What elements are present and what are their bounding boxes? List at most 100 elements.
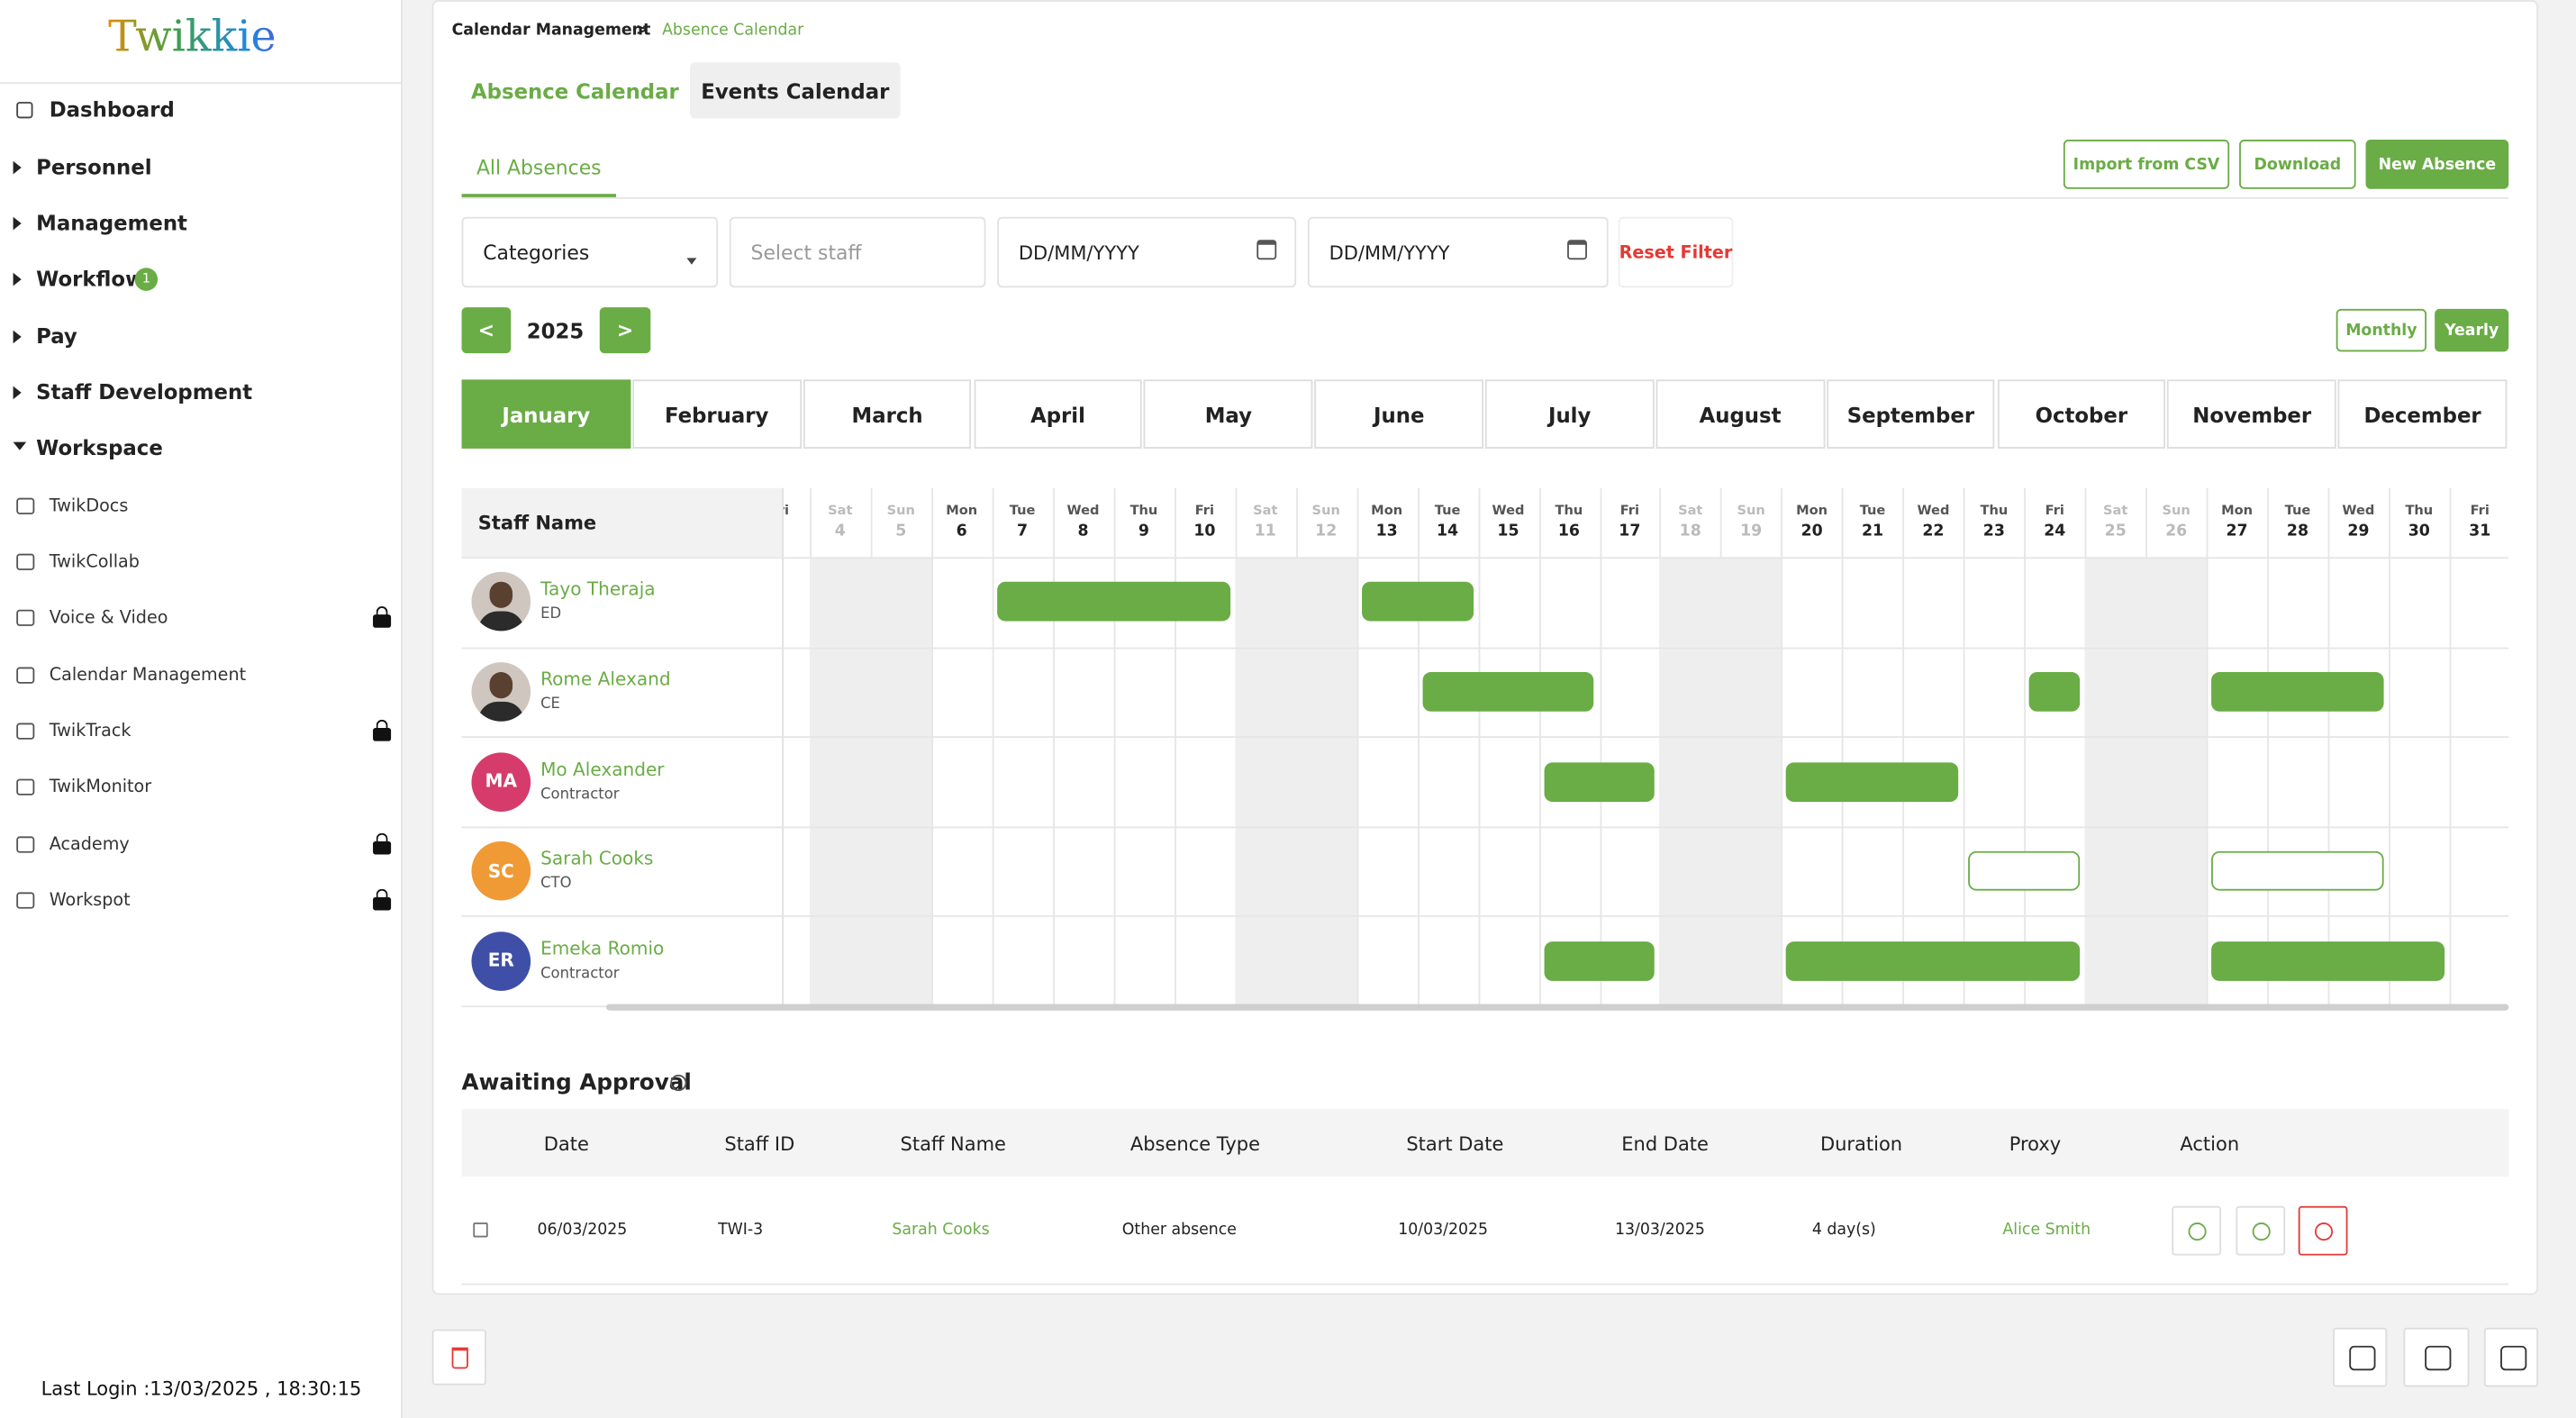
absence-bar[interactable] xyxy=(1421,671,1595,712)
cell: 10/03/2025 xyxy=(1398,1221,1489,1240)
absence-bar[interactable] xyxy=(2211,671,2384,712)
scrollbar[interactable] xyxy=(606,1004,2509,1011)
tab[interactable]: Events Calendar xyxy=(690,62,901,119)
nav-item[interactable]: Pay xyxy=(36,323,77,349)
day-dow: Sun xyxy=(2162,503,2191,518)
month-tab[interactable]: September xyxy=(1826,379,1996,449)
subtab[interactable]: All Absences xyxy=(476,156,602,179)
workspace-item[interactable]: Calendar Management xyxy=(49,665,247,686)
month-tab[interactable]: August xyxy=(1655,379,1825,449)
day-number: 7 xyxy=(1017,523,1029,541)
reset-filter[interactable]: Reset Filter xyxy=(1618,216,1734,288)
avatar: ER xyxy=(471,931,531,991)
day-number: 10 xyxy=(1193,523,1216,541)
absence-bar[interactable] xyxy=(996,582,1230,623)
month-tab[interactable]: January xyxy=(461,379,631,449)
workspace-item[interactable]: Workspot xyxy=(49,890,131,911)
absence-bar[interactable] xyxy=(1543,761,1655,802)
month-tab[interactable]: June xyxy=(1314,379,1484,449)
month-tab[interactable]: April xyxy=(973,379,1143,449)
nav-item[interactable]: Workflow xyxy=(36,266,145,291)
table-header-bg xyxy=(461,1109,2509,1177)
avatar-head xyxy=(489,671,513,698)
filter[interactable]: Select staff xyxy=(729,216,986,288)
absence-bar[interactable] xyxy=(1361,582,1474,623)
workspace-item[interactable]: TwikMonitor xyxy=(49,777,152,797)
filter[interactable]: DD/MM/YYYY xyxy=(997,216,1297,288)
absence-bar[interactable] xyxy=(2029,671,2081,712)
icon xyxy=(2314,1223,2334,1241)
nav-item[interactable]: Personnel xyxy=(36,154,152,179)
view-toggle[interactable]: Monthly xyxy=(2336,308,2427,352)
filter[interactable]: DD/MM/YYYY xyxy=(1307,216,1609,288)
nav-icon xyxy=(16,102,33,119)
staff-name[interactable]: Rome Alexand xyxy=(540,668,671,690)
staff-name[interactable]: Sarah Cooks xyxy=(540,848,654,870)
nav-item[interactable]: Staff Development xyxy=(36,379,253,404)
nav-item[interactable]: Workspace xyxy=(36,435,163,460)
month-tab[interactable]: December xyxy=(2337,379,2508,449)
day-dow: Sun xyxy=(1737,503,1765,518)
action-icon-button[interactable] xyxy=(2172,1205,2222,1256)
absence-bar[interactable] xyxy=(2211,941,2445,981)
filter-text: DD/MM/YYYY xyxy=(1329,241,1450,265)
tool-button[interactable] xyxy=(2333,1327,2388,1387)
delete-button[interactable] xyxy=(431,1329,486,1386)
action-button[interactable]: Import from CSV xyxy=(2063,140,2230,189)
action-icon-button[interactable] xyxy=(2236,1205,2286,1256)
day-dow: Wed xyxy=(1066,503,1100,518)
absence-bar[interactable] xyxy=(1786,761,1959,802)
action-icon-button[interactable] xyxy=(2298,1205,2348,1256)
day-dow: Mon xyxy=(2221,503,2254,518)
tool-button[interactable] xyxy=(2403,1327,2470,1387)
workspace-item[interactable]: Voice & Video xyxy=(49,607,168,628)
calendar-icon xyxy=(1256,240,1277,260)
day-number: 29 xyxy=(2347,523,2370,541)
day-dow: Thu xyxy=(1555,503,1583,518)
breadcrumb[interactable]: Calendar Management xyxy=(451,21,651,40)
action-button[interactable]: Download xyxy=(2239,140,2356,189)
column-header: Action xyxy=(2180,1132,2240,1156)
nav-item[interactable]: Management xyxy=(36,210,187,235)
lock-body xyxy=(373,614,392,628)
workspace-item[interactable]: Academy xyxy=(49,834,130,855)
staff-name[interactable]: Mo Alexander xyxy=(540,758,665,780)
day-number: 15 xyxy=(1497,523,1519,541)
month-tab[interactable]: October xyxy=(1997,379,2166,449)
absence-bar[interactable] xyxy=(1543,941,1655,981)
tab[interactable]: Absence Calendar xyxy=(471,77,679,103)
tool-button[interactable] xyxy=(2483,1327,2539,1387)
weekend-shade xyxy=(2085,557,2146,1006)
view-toggle[interactable]: Yearly xyxy=(2435,308,2509,352)
staff-header: Staff Name xyxy=(477,511,597,534)
staff-name[interactable]: Tayo Theraja xyxy=(540,578,656,601)
next-year[interactable]: > xyxy=(599,307,651,354)
workspace-item[interactable]: TwikCollab xyxy=(49,551,140,572)
calendar-icon xyxy=(1567,240,1587,260)
absence-bar[interactable] xyxy=(1786,941,2081,981)
badge: 1 xyxy=(134,268,159,291)
day-number: 3 xyxy=(784,519,810,545)
month-tab[interactable]: July xyxy=(1484,379,1655,449)
nav-item[interactable]: Dashboard xyxy=(49,96,175,122)
lock-body xyxy=(373,841,392,855)
filter[interactable]: Categories xyxy=(461,216,719,288)
workspace-item[interactable]: TwikTrack xyxy=(49,721,132,741)
month-tab[interactable]: May xyxy=(1144,379,1313,449)
absence-bar[interactable] xyxy=(1968,850,2081,891)
prev-year[interactable]: < xyxy=(461,307,512,354)
logo: Twikkie xyxy=(0,10,385,66)
month-tab[interactable]: March xyxy=(803,379,972,449)
workspace-item[interactable]: TwikDocs xyxy=(49,495,129,516)
row-line xyxy=(461,915,2509,918)
month-tab[interactable]: February xyxy=(631,379,802,449)
checkbox[interactable] xyxy=(473,1223,488,1238)
row-line xyxy=(461,826,2509,828)
staff-name[interactable]: Emeka Romio xyxy=(540,937,665,959)
day-number: 19 xyxy=(1740,523,1763,541)
absence-bar[interactable] xyxy=(2211,850,2384,891)
action-button[interactable]: New Absence xyxy=(2365,140,2509,189)
month-tab[interactable]: November xyxy=(2167,379,2336,449)
